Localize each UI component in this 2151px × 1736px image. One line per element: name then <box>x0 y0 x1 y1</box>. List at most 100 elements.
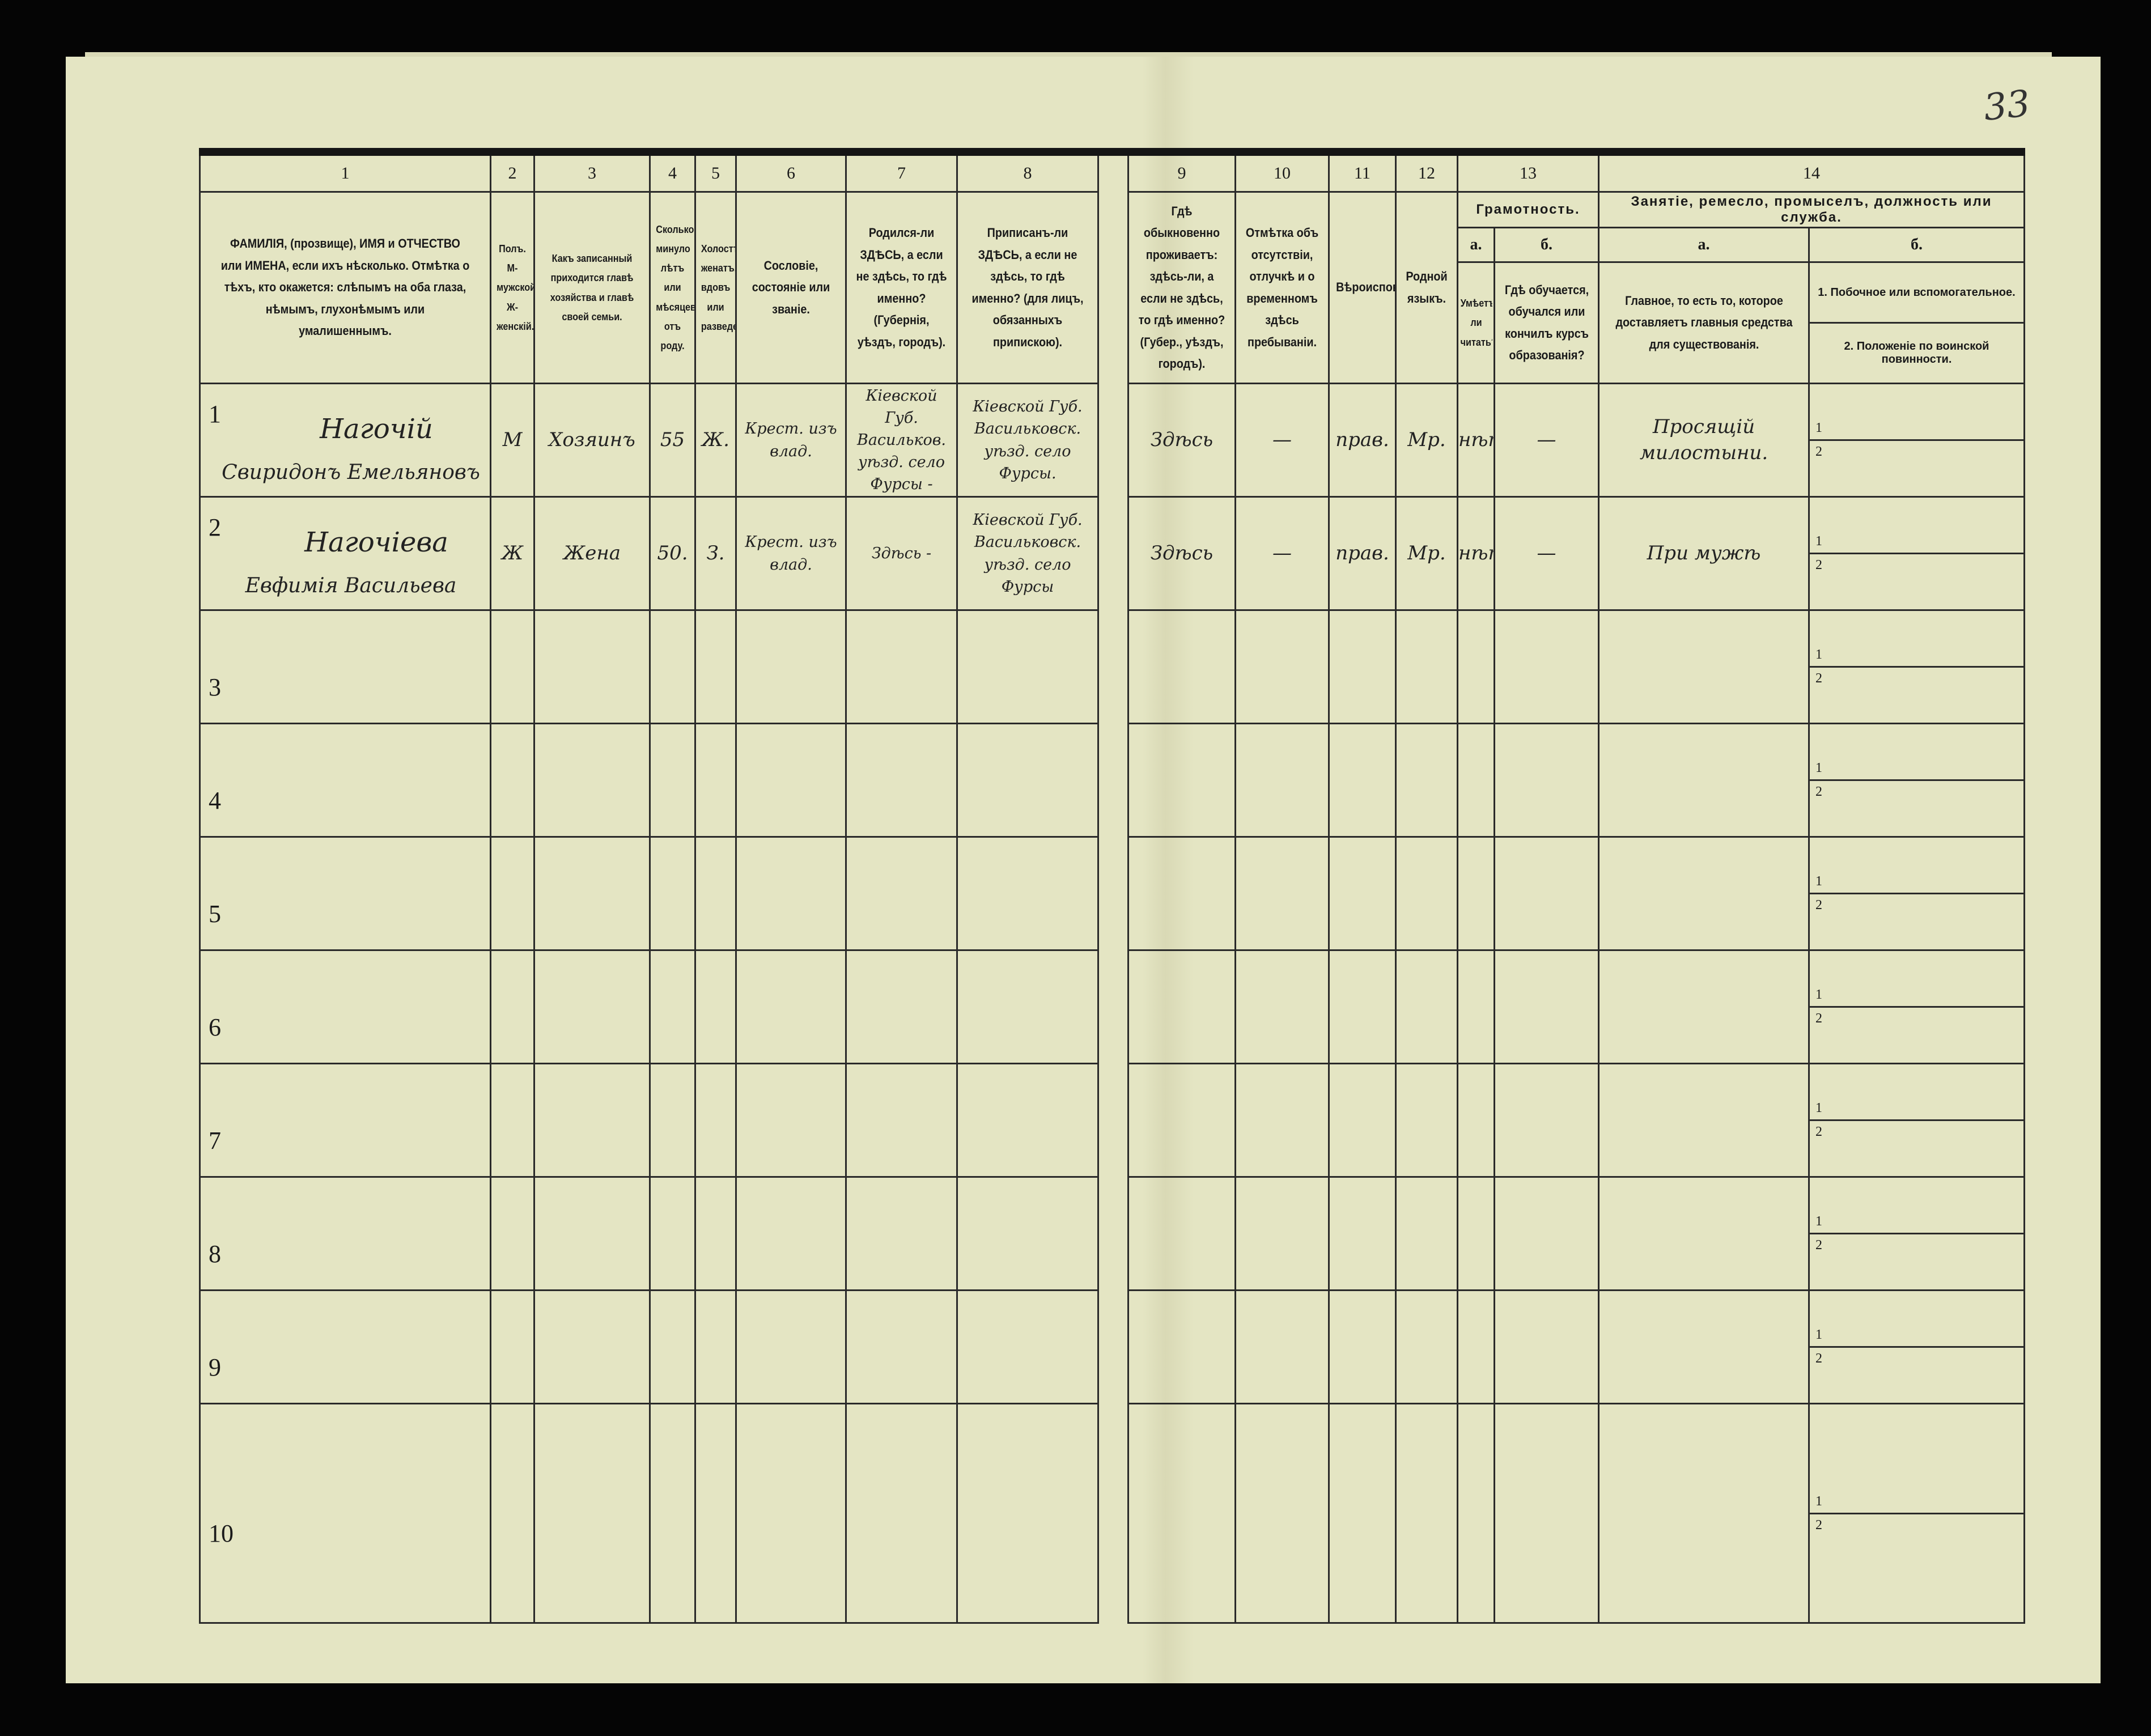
given-names: Евфимія Васильева <box>245 574 457 597</box>
row-number: 2 <box>209 513 221 541</box>
column-number-5: 5 <box>694 151 737 193</box>
row-number: 9 <box>209 1353 221 1381</box>
education-cell <box>1494 1063 1600 1178</box>
residence-cell <box>1127 1289 1236 1404</box>
birthplace-cell <box>845 1063 958 1178</box>
secondary-occupation-subrow: 1 <box>1811 1097 2023 1119</box>
column-header-1: ФАМИЛІЯ, (прозвище), ИМЯ и ОТЧЕСТВО или … <box>199 191 491 384</box>
residence-cell: Здѣсь <box>1127 496 1236 611</box>
col14b-label: б. <box>1808 227 2025 263</box>
secondary-occupation-subrow: 1 <box>1811 1491 2023 1513</box>
literate-cell: нѣтъ <box>1457 496 1495 611</box>
relation: Жена <box>563 541 621 564</box>
column-header-8: Приписанъ-ли ЗДѢСЬ, а если не здѣсь, то … <box>956 191 1099 384</box>
relation-cell <box>533 609 651 724</box>
marital-cell <box>694 949 737 1064</box>
relation-cell <box>533 723 651 838</box>
col13a-label: а. <box>1457 227 1495 263</box>
column-number-14: 14 <box>1598 151 2025 193</box>
column-number-3: 3 <box>533 151 651 193</box>
occupation-main-cell <box>1598 1403 1810 1624</box>
occupation-main-cell <box>1598 609 1810 724</box>
age: 55 <box>660 428 685 451</box>
page-gutter <box>1097 610 1129 724</box>
page-gutter <box>1097 1403 1129 1623</box>
registered-cell <box>956 836 1099 951</box>
absence-cell <box>1234 949 1330 1064</box>
literate: нѣтъ <box>1458 541 1493 564</box>
birthplace-cell <box>845 1176 958 1291</box>
row-number: 3 <box>209 673 221 701</box>
sex-cell <box>490 949 535 1064</box>
subrow-label: 2 <box>1815 1351 1822 1366</box>
military-status-subrow: 2 <box>1810 1233 2023 1257</box>
subrow-label: 1 <box>1815 1214 1822 1229</box>
page-gutter <box>1097 152 1129 384</box>
column-header-text: Родился-ли ЗДѢСЬ, а если не здѣсь, то гд… <box>856 226 947 349</box>
subrow-label: 1 <box>1815 874 1822 889</box>
row-number: 7 <box>209 1126 221 1154</box>
military-status-subrow: 2 <box>1810 1346 2023 1370</box>
col13b-label: б. <box>1494 227 1600 263</box>
absence-cell <box>1234 1176 1330 1291</box>
sex-cell: М <box>490 383 535 498</box>
column-number-7: 7 <box>845 151 958 193</box>
age-cell: 50. <box>649 496 696 611</box>
estate-cell: Крест. изъ влад. <box>735 496 847 611</box>
estate-cell <box>735 836 847 951</box>
estate: Крест. изъ влад. <box>745 420 837 460</box>
name-cell: 7 <box>199 1063 491 1178</box>
language-cell: Мр. <box>1395 383 1458 498</box>
registered-cell <box>956 1063 1099 1178</box>
residence-cell <box>1127 609 1236 724</box>
column-header-text: Сколько минуло лѣтъ или мѣсяцевъ отъ род… <box>656 223 694 351</box>
table-header: 1 2 3 4 5 6 7 8 9 10 11 12 13 14 ФАМИЛІЯ, (прозвище), … <box>199 151 2025 384</box>
occupation-main-cell: При мужѣ <box>1598 496 1810 611</box>
occupation-main-cell: Просящій милостыни. <box>1598 383 1810 498</box>
language-cell <box>1395 609 1458 724</box>
sex-cell: Ж <box>490 496 535 611</box>
subrow-label: 1 <box>1815 1327 1822 1342</box>
estate-cell: Крест. изъ влад. <box>735 383 847 498</box>
estate-cell <box>735 1063 847 1178</box>
age-cell: 55 <box>649 383 696 498</box>
col14b-header-1: 1. Побочное или вспомогательное. <box>1808 261 2025 324</box>
relation-cell <box>533 836 651 951</box>
column-header-9: Гдѣ обыкновенно проживаетъ: здѣсь-ли, а … <box>1127 191 1236 384</box>
registered-cell <box>956 1403 1099 1624</box>
residence-cell <box>1127 1176 1236 1291</box>
language-cell <box>1395 1176 1458 1291</box>
page-gutter <box>1097 1290 1129 1404</box>
column-header-2: Полъ. М-мужской. Ж-женскій. <box>490 191 535 384</box>
page-gutter <box>1097 1177 1129 1291</box>
military-status-subrow: 2 <box>1810 666 2023 690</box>
column-number-8: 8 <box>956 151 1099 193</box>
military-status-subrow: 2 <box>1810 439 2023 463</box>
language: Мр. <box>1407 428 1446 451</box>
relation-cell <box>533 1176 651 1291</box>
literate-cell <box>1457 723 1495 838</box>
page-number: 33 <box>1982 82 2033 130</box>
column-header-12: Родной языкъ. <box>1395 191 1458 384</box>
column-number-12: 12 <box>1395 151 1458 193</box>
column-header-text: Сословіе, состояніе или званіе. <box>752 258 830 316</box>
absence-cell <box>1234 836 1330 951</box>
occupation-main: При мужѣ <box>1647 541 1761 564</box>
occupation-main-cell <box>1598 1289 1810 1404</box>
marital-cell: З. <box>694 496 737 611</box>
name-cell: 8 <box>199 1176 491 1291</box>
literate-cell <box>1457 1063 1495 1178</box>
language-cell: Мр. <box>1395 496 1458 611</box>
column-header-text: Родной языкъ. <box>1406 269 1448 305</box>
religion-cell: прав. <box>1328 496 1397 611</box>
occupation-main-cell <box>1598 1176 1810 1291</box>
secondary-occupation-subrow: 1 <box>1811 1324 2023 1346</box>
education-cell <box>1494 609 1600 724</box>
row-number: 10 <box>209 1519 234 1547</box>
age-cell <box>649 1403 696 1624</box>
subrow-label: 2 <box>1815 444 1822 459</box>
